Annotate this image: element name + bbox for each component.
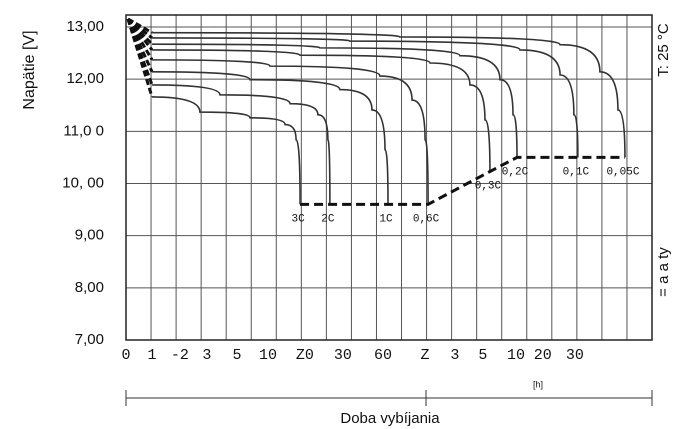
y-tick-label: 10, 00 bbox=[62, 174, 104, 191]
start-dash bbox=[126, 18, 154, 51]
y-tick-label: 12,00 bbox=[66, 70, 104, 87]
right-label: = a a ty bbox=[655, 247, 672, 297]
y-tick-label: 13,00 bbox=[66, 18, 104, 35]
discharge-curve bbox=[152, 43, 518, 158]
x-tick-label: 60 bbox=[374, 347, 392, 364]
series-label: 0,6C bbox=[413, 213, 440, 225]
y-tick-label: 7,00 bbox=[75, 331, 104, 348]
discharge-curve bbox=[152, 96, 301, 205]
discharge-curve bbox=[152, 37, 579, 158]
discharge-curve bbox=[152, 31, 626, 158]
x-tick-label: 1 bbox=[148, 347, 157, 364]
x-tick-label: -2 bbox=[171, 347, 189, 364]
x-tick-label: 5 bbox=[232, 347, 241, 364]
y-tick-label: 9,00 bbox=[75, 227, 104, 244]
x-tick-label: 30 bbox=[566, 347, 584, 364]
x-tick-label: 0 bbox=[121, 347, 130, 364]
series-label: 1C bbox=[379, 213, 393, 225]
series-label: 3C bbox=[291, 213, 305, 225]
discharge-curve bbox=[152, 49, 491, 172]
x-tick-label: 30 bbox=[334, 347, 352, 364]
x-tick-label: 10 bbox=[259, 347, 277, 364]
y-tick-label: 11,0 0 bbox=[63, 122, 104, 139]
series-label: 0,3C bbox=[475, 180, 502, 192]
plot-frame bbox=[125, 14, 653, 341]
series-label: 0,2C bbox=[502, 166, 529, 178]
end-voltage-dash bbox=[300, 155, 625, 206]
discharge-curve bbox=[152, 84, 331, 205]
x-tick-label: Z bbox=[421, 347, 430, 364]
y-axis-label: Napätie [V] bbox=[21, 30, 38, 109]
series-label: 0,05C bbox=[606, 166, 639, 178]
x-tick-label: 20 bbox=[534, 347, 552, 364]
x-tick-label: 10 bbox=[507, 347, 525, 364]
x-tick-label: 3 bbox=[450, 347, 459, 364]
temperature-label: T: 25 °C bbox=[655, 23, 672, 77]
x-axis-label: Doba vybíjania bbox=[340, 410, 440, 427]
start-dash bbox=[127, 17, 153, 35]
x-unit: [h] bbox=[533, 379, 543, 389]
x-tick-label: 5 bbox=[478, 347, 487, 364]
discharge-curve bbox=[152, 71, 389, 205]
series-label: 2C bbox=[321, 213, 335, 225]
discharge-curve bbox=[152, 59, 429, 205]
x-tick-label: 3 bbox=[202, 347, 211, 364]
series-label: 0,1C bbox=[563, 166, 590, 178]
x-tick-label: Z0 bbox=[296, 347, 314, 364]
time-bracket bbox=[125, 390, 653, 406]
start-dash bbox=[126, 18, 154, 61]
y-tick-label: 8,00 bbox=[75, 279, 104, 296]
